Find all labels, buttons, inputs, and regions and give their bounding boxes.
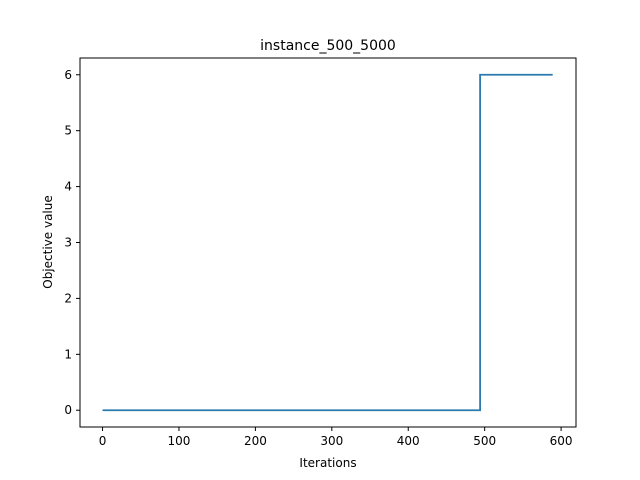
chart-title: instance_500_5000 [260, 38, 396, 54]
x-tick-label: 600 [550, 434, 573, 448]
x-tick-label: 200 [244, 434, 267, 448]
x-tick-label: 300 [320, 434, 343, 448]
y-tick-label: 3 [64, 236, 72, 250]
y-tick-label: 4 [64, 180, 72, 194]
y-axis-ticks: 0 1 2 3 4 5 6 [64, 68, 80, 417]
series-line [102, 73, 553, 412]
x-axis-label: Iterations [299, 456, 356, 470]
y-tick-label: 1 [64, 347, 72, 361]
x-tick-label: 0 [99, 434, 107, 448]
y-axis-label: Objective value [41, 195, 55, 289]
y-tick-label: 6 [64, 68, 72, 82]
x-tick-label: 500 [473, 434, 496, 448]
x-axis-ticks: 0 100 200 300 400 500 600 [99, 427, 573, 448]
y-tick-label: 0 [64, 403, 72, 417]
y-tick-label: 5 [64, 124, 72, 138]
series-layer [102, 73, 553, 412]
y-tick-label: 2 [64, 291, 72, 305]
x-tick-label: 400 [397, 434, 420, 448]
x-tick-label: 100 [168, 434, 191, 448]
plot-frame [79, 57, 577, 428]
